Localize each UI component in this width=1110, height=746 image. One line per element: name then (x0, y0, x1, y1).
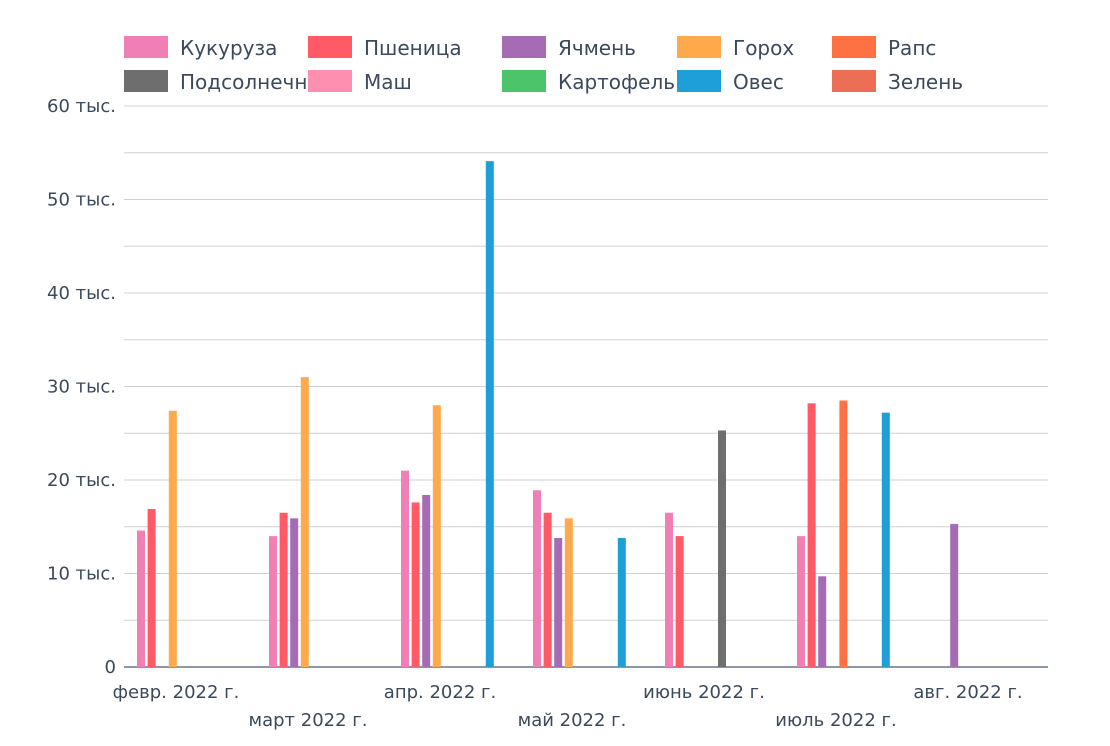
legend-label: Зелень (888, 70, 963, 94)
legend-swatch (124, 70, 168, 92)
series-4 (168, 377, 573, 667)
legend-item[interactable]: Овес (677, 70, 784, 94)
x-tick-label: апр. 2022 г. (384, 682, 496, 703)
legend-item[interactable]: Пшеница (308, 36, 462, 60)
legend-swatch (832, 70, 876, 92)
bar[interactable] (543, 512, 552, 667)
bar[interactable] (718, 430, 726, 667)
y-tick-label: 0 (105, 657, 116, 678)
legend-swatch (124, 36, 168, 58)
x-tick-label: июнь 2022 г. (643, 682, 765, 703)
legend-swatch (832, 36, 876, 58)
bar[interactable] (818, 576, 827, 667)
y-tick-label: 10 тыс. (47, 564, 116, 585)
bar[interactable] (950, 523, 959, 667)
legend-item[interactable]: Кукуруза (124, 36, 277, 60)
legend-item[interactable]: Рапс (832, 36, 936, 60)
bar[interactable] (432, 405, 441, 667)
series-1 (137, 470, 805, 667)
bar[interactable] (554, 537, 563, 667)
bar[interactable] (422, 494, 431, 667)
legend-label: Ячмень (558, 36, 636, 60)
legend-item[interactable]: Подсолнечник (124, 70, 332, 94)
y-tick-label: 20 тыс. (47, 470, 116, 491)
series-5 (839, 400, 848, 667)
bar[interactable] (168, 410, 177, 667)
series-6 (718, 430, 726, 667)
legend-item[interactable]: Горох (677, 36, 794, 60)
legend-label: Подсолнечник (180, 70, 332, 94)
bar[interactable] (300, 377, 309, 667)
legend-label: Рапс (888, 36, 936, 60)
series-2 (147, 403, 816, 667)
legend-swatch (502, 70, 546, 92)
bar[interactable] (797, 536, 805, 667)
legend: Кукуруза Пшеница Ячмень Горох Рапс Подсолнечн… (124, 36, 963, 94)
legend-item[interactable]: Зелень (832, 70, 963, 94)
legend-swatch (308, 36, 352, 58)
bar[interactable] (617, 537, 626, 667)
bar[interactable] (401, 470, 409, 667)
series-9 (485, 161, 890, 668)
legend-swatch (502, 36, 546, 58)
legend-label: Овес (733, 70, 784, 94)
bar[interactable] (839, 400, 848, 667)
legend-label: Маш (364, 70, 412, 94)
legend-swatch (677, 36, 721, 58)
series-3 (290, 494, 959, 667)
legend-swatch (677, 70, 721, 92)
x-tick-label: июль 2022 г. (775, 710, 896, 731)
legend-item[interactable]: Маш (308, 70, 412, 94)
bar[interactable] (533, 490, 541, 667)
legend-label: Горох (733, 36, 794, 60)
legend-label: Картофель (558, 70, 675, 94)
y-tick-label: 30 тыс. (47, 377, 116, 398)
bar[interactable] (881, 412, 890, 667)
bar[interactable] (411, 502, 420, 667)
gridlines (124, 105, 1048, 621)
x-tick-label: авг. 2022 г. (913, 682, 1022, 703)
bars (137, 161, 959, 668)
bar[interactable] (485, 161, 494, 668)
legend-swatch (308, 70, 352, 92)
x-tick-label: февр. 2022 г. (113, 682, 240, 703)
bar[interactable] (564, 518, 573, 667)
bar[interactable] (269, 536, 277, 667)
bar[interactable] (290, 518, 299, 667)
x-tick-label: март 2022 г. (249, 710, 368, 731)
bar[interactable] (665, 512, 673, 667)
y-tick-label: 40 тыс. (47, 283, 116, 304)
legend-label: Пшеница (364, 36, 462, 60)
y-tick-label: 60 тыс. (47, 96, 116, 117)
legend-item[interactable]: Ячмень (502, 36, 636, 60)
legend-item[interactable]: Картофель (502, 70, 675, 94)
bar[interactable] (137, 530, 145, 667)
y-axis: 0 10 тыс. 20 тыс. 30 тыс. 40 тыс. 50 тыс. 60 т… (47, 96, 116, 678)
bar[interactable] (807, 403, 816, 667)
bar[interactable] (279, 512, 288, 667)
y-tick-label: 50 тыс. (47, 190, 116, 211)
legend-label: Кукуруза (180, 36, 277, 60)
x-axis: февр. 2022 г. март 2022 г. апр. 2022 г. май… (113, 682, 1023, 731)
bar[interactable] (675, 536, 684, 667)
bar[interactable] (147, 508, 156, 667)
x-tick-label: май 2022 г. (518, 710, 627, 731)
